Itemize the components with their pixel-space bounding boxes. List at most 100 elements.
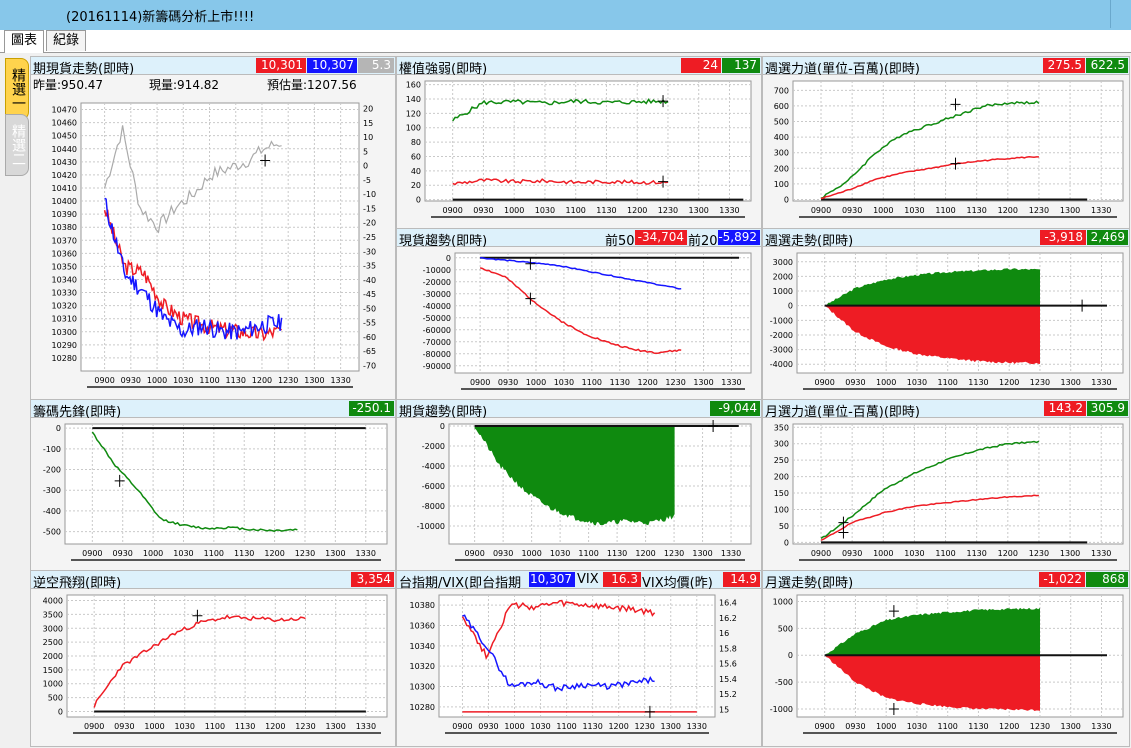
x-tick-label: 0900 (814, 722, 834, 731)
y-tick-label: 2500 (43, 638, 63, 647)
y-tick-label: 700 (774, 86, 789, 95)
x-tick-label: 1030 (173, 376, 193, 385)
panel-title: 期貨趨勢(即時) (399, 405, 488, 420)
y-tick-label: 4000 (43, 597, 63, 606)
x-tick-label: 1230 (665, 378, 685, 387)
y-tick-label: 300 (774, 440, 789, 449)
y-tick-label: -1000 (770, 316, 793, 325)
spot-trend-chart: 0 -10000 -20000 -30000 -40000 -50000 -60000 -70… (423, 252, 752, 390)
y-tick-label: 10380 (52, 223, 77, 232)
y-tick-label-right: -10 (363, 190, 376, 199)
y-tick-label: -4000 (770, 360, 793, 369)
x-tick-label: 1230 (1029, 206, 1049, 215)
grid-lines (455, 253, 751, 373)
y-tick-label-right: -5 (363, 176, 371, 185)
y-tick-label: 1000 (773, 287, 793, 296)
x-tick-label: 1030 (550, 549, 570, 558)
cursor-marker (114, 474, 125, 487)
futures-spot-chart: 10470 10460 10450 10440 10430 10420 10410 10400… (52, 102, 376, 388)
y-tick-label: 10330 (52, 289, 77, 298)
x-tick-label: 0930 (114, 722, 134, 731)
x-tick-label: 1130 (966, 549, 986, 558)
vix-badge: 16.3 (603, 572, 641, 587)
y-tick-label: 3500 (43, 610, 63, 619)
y-tick-label: 0 (788, 302, 793, 311)
x-tick-label: 1230 (278, 376, 298, 385)
x-tick-label: 1100 (935, 549, 955, 558)
x-tick-label: 1200 (999, 722, 1019, 731)
cursor-marker (1077, 299, 1088, 312)
side-tabs: 精選一 精選二 (0, 56, 29, 748)
cursor-marker (525, 292, 536, 305)
y-tick-label-right: 20 (363, 105, 373, 114)
y-tick-label: 500 (778, 624, 793, 633)
panel-title: 權值強弱(即時) (399, 62, 488, 77)
cursor-marker (888, 702, 899, 715)
x-tick-label: 1330 (330, 376, 350, 385)
y-tick-label: 3000 (43, 624, 63, 633)
y-tick-label: 0 (58, 707, 63, 716)
y-tick-label: 500 (48, 694, 63, 703)
panel-title: 月選力道(單位-百萬)(即時) (765, 405, 920, 420)
y-tick-label: 350 (774, 423, 789, 432)
x-tick-label: 0900 (452, 722, 472, 731)
x-tick-label: 1330 (1091, 206, 1111, 215)
x-tick-label: 1200 (998, 206, 1018, 215)
put-trend-badge: -3,918 (1040, 230, 1086, 245)
panel-header: 籌碼先鋒(即時) -250.1 (31, 400, 395, 420)
y-tick-label: 10350 (52, 262, 77, 271)
x-tick-label: 1230 (664, 549, 684, 558)
index-futures-badge: 10,307 (529, 572, 575, 587)
grid-lines (81, 103, 359, 371)
tab-records[interactable]: 紀錄 (46, 30, 86, 51)
side-tab-pick-1[interactable]: 精選一 (5, 58, 29, 120)
y-tick-label: 150 (774, 489, 789, 498)
window-control[interactable] (1110, 0, 1131, 28)
strong-badge: 137 (722, 58, 760, 73)
y-tick-label: -20000 (423, 278, 451, 287)
y-tick-label: 100 (774, 505, 789, 514)
x-tick-label: 1330 (719, 206, 739, 215)
put-power-badge: 275.5 (1043, 58, 1085, 73)
panel-header: 週選走勢(即時) -3,918 2,469 (763, 229, 1129, 249)
panel-title: 週選走勢(即時) (765, 234, 854, 249)
y-tick-label-right: -60 (363, 333, 376, 342)
y-tick-label: 10290 (52, 341, 77, 350)
put-power-badge: 143.2 (1044, 401, 1086, 416)
x-tick-label: 1330 (356, 722, 376, 731)
y-tick-label: 600 (774, 102, 789, 111)
x-tick-label: 1000 (873, 549, 893, 558)
x-tick-label: 1200 (265, 722, 285, 731)
futures-trend-badge: -9,044 (710, 401, 760, 416)
x-tick-label: 0930 (478, 722, 498, 731)
panel-index-vix: 台指期/VIX(即台指期 10,307 VIX 16.3 VIX均價(昨) 14… (396, 570, 762, 747)
panel-title: 逆空飛翔(即時) (33, 576, 122, 591)
side-tab-pick-2[interactable]: 精選二 (5, 114, 29, 176)
y-tick-label: 10370 (52, 236, 77, 245)
y-tick-label: 3000 (773, 258, 793, 267)
x-tick-label: 1030 (907, 722, 927, 731)
x-tick-label: 1130 (582, 722, 602, 731)
y-tick-label: 10470 (52, 106, 77, 115)
panel-header: 台指期/VIX(即台指期 10,307 VIX 16.3 VIX均價(昨) 14… (397, 571, 761, 591)
panel-title: 籌碼先鋒(即時) (33, 405, 122, 420)
y-tick-label: 10360 (410, 622, 435, 631)
x-tick-label: 1200 (637, 378, 657, 387)
x-tick-label: 0930 (845, 378, 865, 387)
y-tick-label: 140 (406, 95, 421, 104)
x-tick-label: 0900 (470, 378, 490, 387)
x-tick-label: 1130 (968, 378, 988, 387)
call-trend-area (824, 607, 1040, 656)
plot-area (438, 594, 716, 718)
window-titlebar: (20161114)新籌碼分析上市!!!! (0, 0, 1131, 31)
spot-line (104, 197, 283, 340)
x-tick-label: 1100 (938, 722, 958, 731)
tab-chart[interactable]: 圖表 (4, 30, 44, 53)
spread-badge: 5.3 (358, 58, 394, 73)
y-tick-label-right: -50 (363, 304, 376, 313)
x-tick-label: 1100 (205, 722, 225, 731)
x-tick-label: 0900 (84, 722, 104, 731)
x-tick-label: 0930 (493, 549, 513, 558)
y-tick-label-right: -70 (363, 361, 376, 370)
front20-label: 前20 (688, 234, 718, 249)
